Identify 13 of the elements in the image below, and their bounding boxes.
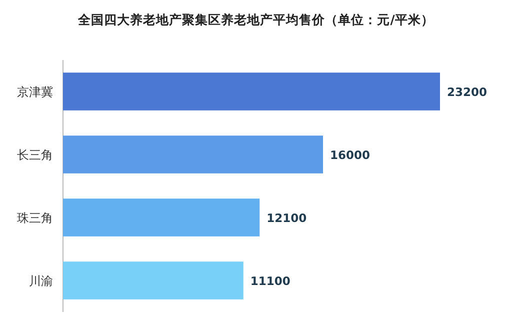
data-label: 11100 [250, 274, 290, 288]
y-tick-label: 京津冀 [17, 85, 53, 99]
bar [63, 136, 323, 174]
data-label: 16000 [330, 148, 370, 162]
data-label: 23200 [447, 85, 488, 99]
chart-title: 全国四大养老地产聚集区养老地产平均售价（单位：元/平米） [77, 12, 434, 27]
y-tick-label: 珠三角 [17, 211, 53, 225]
bar [63, 72, 440, 110]
data-label: 12100 [266, 211, 307, 225]
bar [63, 198, 260, 236]
y-tick-label: 川渝 [29, 274, 53, 288]
bar [63, 262, 244, 300]
y-tick-label: 长三角 [17, 148, 53, 162]
